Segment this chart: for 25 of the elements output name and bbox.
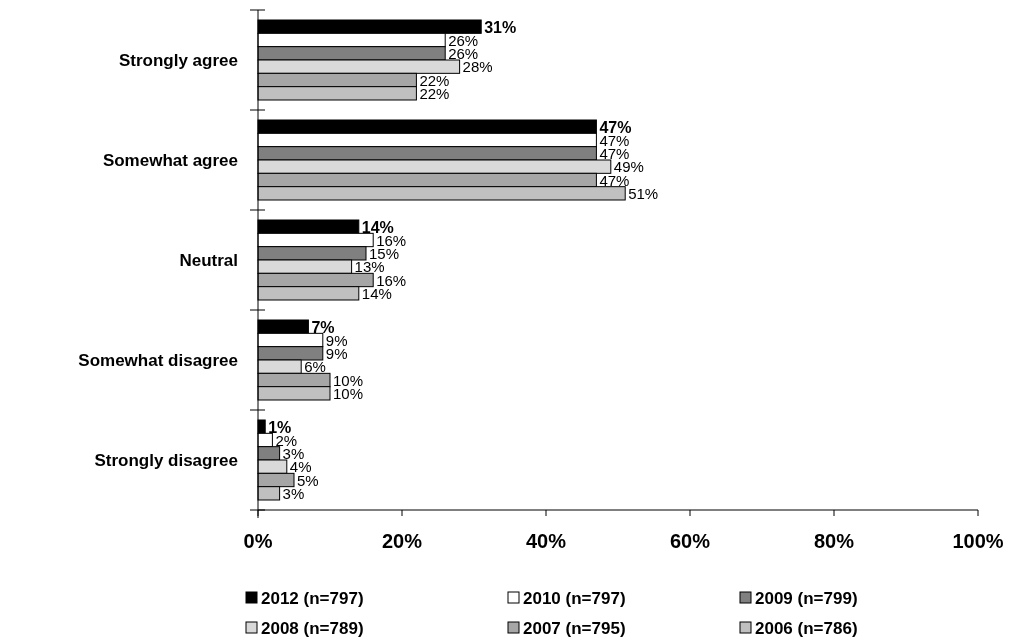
x-tick-label: 80% — [813, 530, 855, 552]
data-label: 6% — [304, 358, 326, 376]
legend-label: 2006 (n=786) — [755, 619, 858, 638]
data-label: 1% — [268, 418, 292, 436]
legend-label: 2010 (n=797) — [523, 589, 626, 609]
y-tick-label: Neutral — [179, 251, 238, 271]
y-tick-label: Somewhat agree — [102, 151, 238, 171]
data-label: 47% — [599, 118, 632, 136]
y-tick-label: Strongly disagree — [94, 451, 238, 471]
x-tick-label: 0% — [243, 530, 273, 552]
data-label: 51% — [628, 185, 659, 203]
x-tick-label: 100% — [952, 530, 1004, 552]
y-tick-label: Strongly agree — [118, 51, 238, 71]
legend-label: 2008 (n=789) — [261, 619, 364, 638]
data-label: 7% — [311, 318, 335, 336]
data-label: 14% — [361, 218, 394, 236]
x-tick-label: 20% — [381, 530, 423, 552]
data-label: 31% — [484, 18, 517, 36]
y-tick-label: Somewhat disagree — [78, 351, 238, 371]
legend-label: 2012 (n=797) — [261, 589, 364, 609]
legend-label: 2007 (n=795) — [523, 619, 626, 638]
legend-label: 2009 (n=799) — [755, 589, 858, 609]
x-tick-label: 60% — [669, 530, 711, 552]
x-tick-label: 40% — [525, 530, 567, 552]
data-label: 9% — [325, 345, 348, 363]
